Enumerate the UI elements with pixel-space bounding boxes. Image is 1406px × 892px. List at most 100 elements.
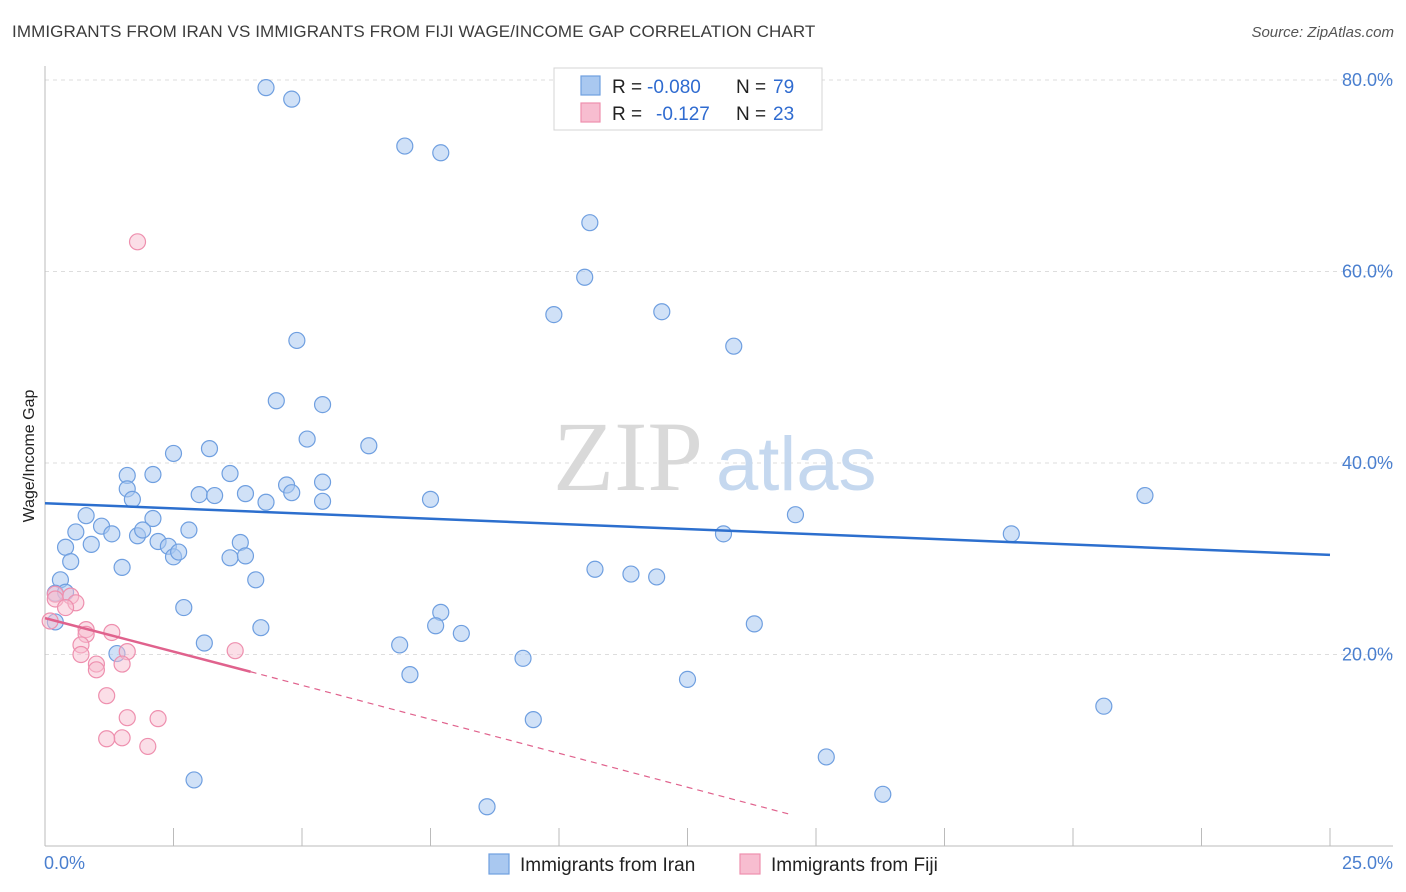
iran-point xyxy=(77,507,95,525)
iran-point xyxy=(180,521,198,539)
legend-fiji-n-value: 23 xyxy=(773,104,794,125)
iran-point xyxy=(134,521,152,539)
fiji-point xyxy=(87,661,106,679)
iran-point xyxy=(267,392,285,410)
axes xyxy=(44,66,1393,847)
iran-points xyxy=(46,79,1154,816)
legend-fiji-r-value: -0.127 xyxy=(656,104,710,125)
iran-point xyxy=(190,485,208,504)
iran-point xyxy=(67,523,85,541)
iran-point xyxy=(103,525,121,543)
iran-point xyxy=(1136,486,1154,505)
legend-fiji-r-label: R = xyxy=(612,104,642,125)
iran-point xyxy=(514,649,532,667)
iran-point xyxy=(313,473,332,491)
tick-labels: 20.0% 40.0% 60.0% 80.0% 0.0% 25.0% xyxy=(44,70,1393,873)
iran-point xyxy=(175,598,193,617)
iran-point xyxy=(360,437,378,455)
iran-point xyxy=(524,711,542,729)
fiji-point xyxy=(98,730,116,748)
fiji-point xyxy=(118,709,136,727)
iran-point xyxy=(576,268,594,286)
y-tick-label: 60.0% xyxy=(1342,262,1393,282)
iran-point xyxy=(236,547,255,565)
y-axis-label: Wage/Income Gap xyxy=(21,390,38,523)
iran-point xyxy=(123,490,141,508)
fiji-trend-line xyxy=(44,616,251,673)
iran-point xyxy=(622,565,640,583)
legend-iran-r-label: R = xyxy=(612,77,642,98)
legend-iran-swatch xyxy=(580,75,601,96)
legend-bottom: Immigrants from Iran Immigrants from Fij… xyxy=(488,853,938,876)
iran-point xyxy=(200,440,219,458)
grid-lines xyxy=(45,79,1393,655)
legend-fiji-swatch xyxy=(580,102,601,123)
iran-point xyxy=(653,303,671,321)
iran-point xyxy=(678,670,697,688)
iran-point xyxy=(545,305,563,324)
iran-point xyxy=(144,509,162,528)
iran-point xyxy=(396,137,414,155)
trend-lines xyxy=(44,501,1331,815)
iran-point xyxy=(874,785,892,803)
iran-point xyxy=(786,506,805,524)
iran-point xyxy=(313,395,332,414)
iran-point xyxy=(206,486,224,505)
iran-point xyxy=(581,214,599,232)
fiji-point xyxy=(113,655,131,673)
iran-point xyxy=(1095,697,1113,715)
iran-point xyxy=(185,771,203,789)
fiji-point xyxy=(98,687,116,705)
fiji-point xyxy=(128,233,147,251)
iran-point xyxy=(82,535,100,553)
iran-point xyxy=(452,624,470,643)
iran-trend-line xyxy=(44,501,1331,557)
iran-point xyxy=(252,619,270,637)
iran-point xyxy=(257,493,275,511)
chart-title: IMMIGRANTS FROM IRAN VS IMMIGRANTS FROM … xyxy=(12,22,816,41)
legend-iran-n-label: N = xyxy=(736,77,766,98)
iran-point xyxy=(745,615,763,633)
fiji-trend-extension xyxy=(250,671,791,815)
iran-point xyxy=(432,144,450,162)
iran-point xyxy=(391,636,409,654)
iran-point xyxy=(236,485,255,503)
iran-point xyxy=(221,549,239,567)
iran-point xyxy=(170,543,188,561)
legend-iran-n-value: 79 xyxy=(773,77,794,98)
iran-point xyxy=(725,337,743,355)
fiji-point xyxy=(72,645,90,664)
iran-point xyxy=(288,331,306,350)
iran-point xyxy=(113,558,131,576)
iran-point xyxy=(1002,525,1020,543)
watermark-zip: ZIP xyxy=(553,401,703,512)
iran-point xyxy=(421,490,440,508)
watermark: ZIP atlas xyxy=(553,401,877,512)
iran-point xyxy=(144,465,162,484)
iran-point xyxy=(714,525,733,543)
fiji-points xyxy=(41,233,244,756)
iran-point xyxy=(283,90,301,108)
y-tick-label: 80.0% xyxy=(1342,70,1393,90)
fiji-point xyxy=(139,737,157,756)
fiji-point xyxy=(226,642,244,660)
iran-point xyxy=(478,798,496,816)
x-tick-label-min: 0.0% xyxy=(44,853,85,873)
iran-point xyxy=(283,484,301,502)
y-tick-label: 20.0% xyxy=(1342,645,1393,665)
fiji-point xyxy=(149,710,167,728)
iran-point xyxy=(401,666,419,684)
x-tick-label-max: 25.0% xyxy=(1342,853,1393,873)
y-tick-label: 40.0% xyxy=(1342,453,1393,473)
fiji-point xyxy=(113,729,131,747)
legend-fiji-n-label: N = xyxy=(736,104,766,125)
iran-point xyxy=(648,568,666,586)
iran-point xyxy=(62,553,80,571)
watermark-atlas: atlas xyxy=(716,422,877,507)
iran-point xyxy=(221,464,239,483)
iran-point xyxy=(817,748,835,766)
iran-point xyxy=(257,79,275,97)
iran-point xyxy=(195,634,213,652)
iran-point xyxy=(586,560,604,578)
